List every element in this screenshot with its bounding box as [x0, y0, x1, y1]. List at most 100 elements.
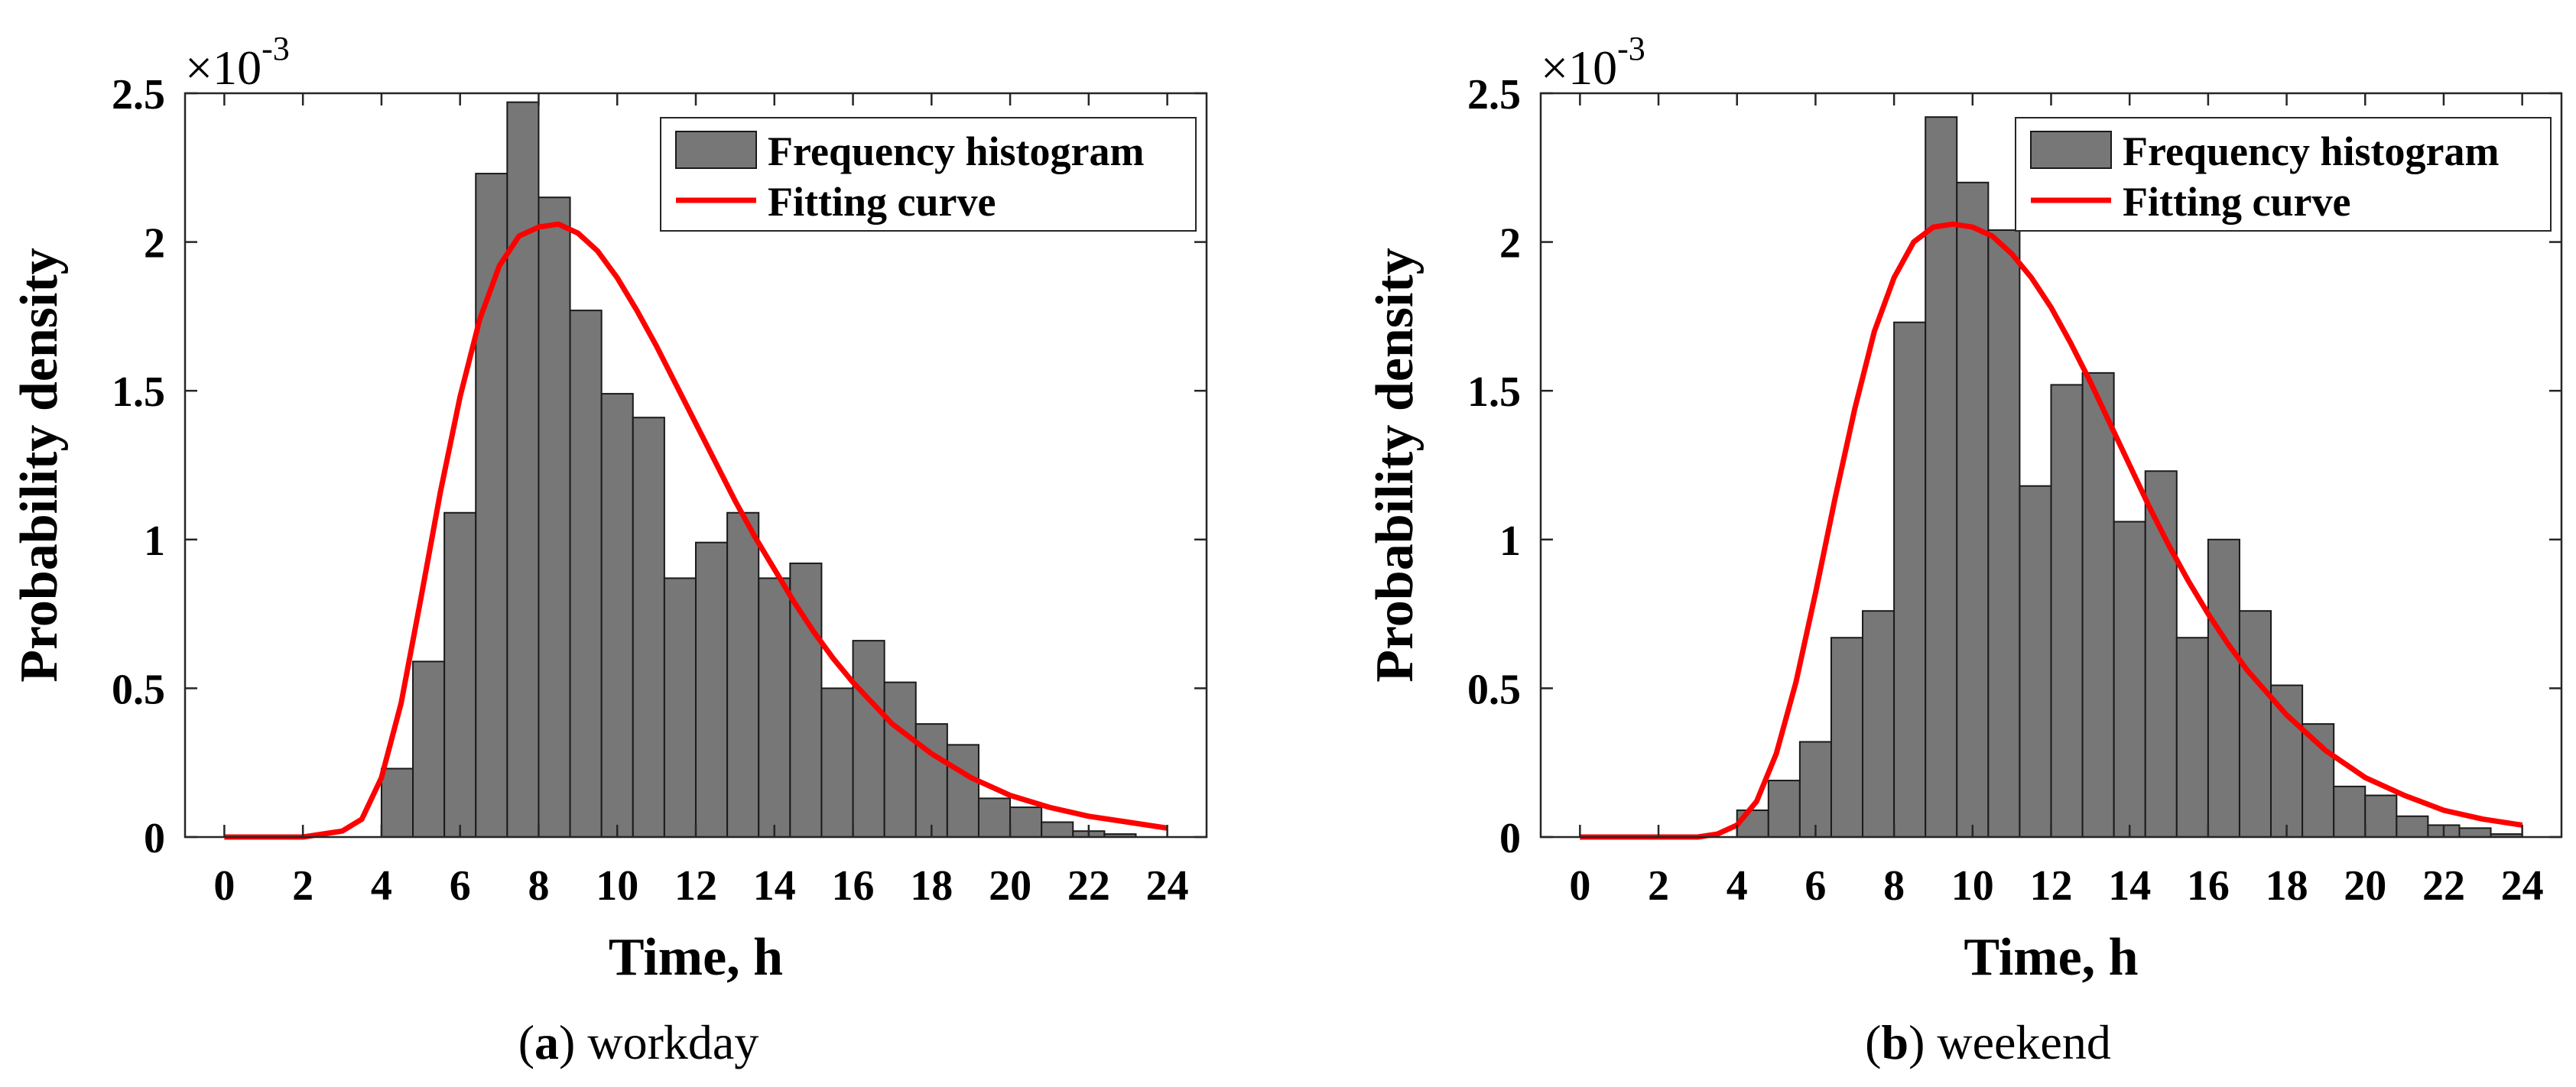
y-tick-label: 1.5 [112, 368, 165, 416]
y-axis-title: Probability density [10, 248, 69, 683]
x-tick-label: 14 [753, 862, 796, 910]
x-tick-label: 20 [2344, 862, 2386, 910]
x-tick-label: 0 [213, 862, 235, 910]
histogram-bar-1 [1767, 780, 1801, 838]
x-tick-label: 14 [2108, 862, 2151, 910]
histogram-bar-3 [475, 173, 508, 839]
fitting-curve-line [1580, 221, 2523, 840]
fitting-curve-line [224, 221, 1168, 840]
legend: Frequency histogram Fitting curve [2015, 117, 2552, 232]
histogram-bar-19 [977, 797, 1012, 839]
histogram-bar-10 [2050, 384, 2084, 838]
legend-label-curve: Fitting curve [768, 179, 996, 225]
histogram-bar-4 [1862, 610, 1895, 838]
legend-label-histogram: Frequency histogram [2123, 128, 2499, 174]
histogram-bar-6 [569, 310, 603, 838]
legend-label-curve: Fitting curve [2123, 179, 2350, 225]
y-tick-label: 1.5 [1467, 368, 1521, 416]
histogram-bar-7 [600, 393, 634, 838]
x-axis-title: Time, h [1964, 928, 2138, 987]
histogram-bar-8 [632, 417, 665, 838]
x-tick-label: 8 [528, 862, 549, 910]
y-tick-label: 2 [1499, 220, 1521, 268]
histogram-bar-16 [2238, 610, 2272, 838]
y-tick-label: 2 [144, 220, 165, 268]
x-tick-label: 16 [832, 862, 875, 910]
histogram-bar-20 [1009, 806, 1043, 838]
x-tick-label: 10 [596, 862, 638, 910]
y-tick-label: 0 [1499, 815, 1521, 862]
x-tick-label: 22 [2422, 862, 2465, 910]
legend-swatch-histogram [675, 131, 757, 169]
x-tick-label: 12 [2030, 862, 2073, 910]
histogram-bar-7 [1956, 181, 1990, 838]
histogram-bar-15 [852, 640, 885, 838]
x-tick-label: 4 [1727, 862, 1748, 910]
x-tick-label: 10 [1951, 862, 1994, 910]
legend: Frequency histogram Fitting curve [660, 117, 1197, 232]
histogram-bar-13 [789, 562, 823, 838]
histogram-bar-15 [2207, 538, 2240, 838]
x-tick-label: 8 [1883, 862, 1905, 910]
x-tick-label: 6 [450, 862, 471, 910]
histogram-bar-20 [2364, 794, 2398, 838]
histogram-bar-2 [1798, 741, 1832, 838]
histogram-bar-0 [1736, 809, 1769, 839]
x-tick-label: 22 [1067, 862, 1110, 910]
histogram-bar-0 [380, 767, 414, 839]
histogram-bar-1 [412, 660, 446, 839]
legend-swatch-histogram [2030, 131, 2112, 169]
histogram-bar-10 [695, 541, 729, 839]
y-tick-label: 0.5 [112, 666, 165, 713]
x-tick-label: 12 [674, 862, 717, 910]
x-tick-label: 18 [910, 862, 953, 910]
histogram-bar-19 [2333, 785, 2366, 839]
y-axis-title: Probability density [1366, 248, 1424, 683]
histogram-bar-21 [1041, 821, 1074, 839]
histogram-bar-5 [538, 196, 571, 839]
caption-workday: (a) workday [518, 1015, 759, 1069]
y-tick-label: 2.5 [1467, 71, 1521, 118]
y-multiplier: ×10-3 [1541, 30, 1645, 95]
histogram-bar-3 [1830, 637, 1864, 839]
histogram-bar-9 [2019, 485, 2052, 839]
y-tick-label: 1 [144, 518, 165, 565]
x-tick-label: 24 [2501, 862, 2544, 910]
y-tick-label: 1 [1499, 518, 1521, 565]
x-tick-label: 16 [2187, 862, 2230, 910]
histogram-bar-8 [1987, 229, 2021, 839]
x-tick-label: 2 [292, 862, 313, 910]
legend-label-histogram: Frequency histogram [768, 128, 1144, 174]
x-tick-label: 18 [2266, 862, 2308, 910]
y-tick-label: 2.5 [112, 71, 165, 118]
histogram-bar-11 [2081, 372, 2115, 838]
histogram-bar-23 [2458, 827, 2492, 838]
y-tick-label: 0.5 [1467, 666, 1521, 713]
x-tick-label: 6 [1804, 862, 1826, 910]
y-multiplier: ×10-3 [185, 30, 290, 95]
x-tick-label: 0 [1569, 862, 1590, 910]
histogram-bar-14 [820, 687, 854, 839]
histogram-bar-11 [726, 511, 760, 838]
caption-weekend: (b) weekend [1865, 1015, 2111, 1069]
histogram-bar-9 [663, 577, 697, 838]
histogram-bar-18 [946, 744, 979, 839]
histogram-bar-21 [2396, 815, 2429, 838]
x-tick-label: 2 [1648, 862, 1669, 910]
histogram-bar-5 [1893, 321, 1927, 838]
y-tick-label: 0 [144, 815, 165, 862]
x-tick-label: 24 [1146, 862, 1189, 910]
histogram-bar-2 [443, 511, 477, 838]
histogram-bar-17 [2270, 684, 2304, 838]
x-tick-label: 4 [371, 862, 392, 910]
x-tick-label: 20 [989, 862, 1031, 910]
histogram-bar-17 [914, 723, 948, 838]
histogram-bar-12 [2113, 521, 2146, 838]
histogram-bar-12 [758, 577, 791, 838]
x-axis-title: Time, h [609, 928, 783, 987]
histogram-bar-4 [506, 101, 540, 838]
histogram-bar-16 [883, 681, 917, 839]
